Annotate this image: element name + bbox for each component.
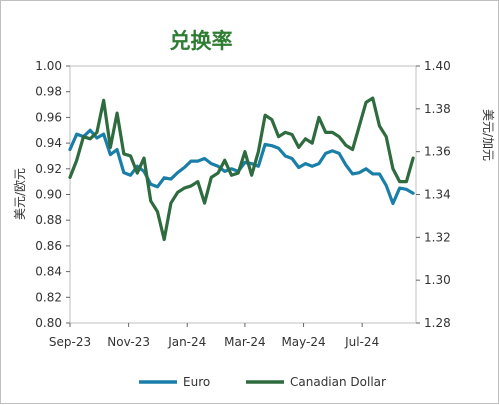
right-tick-label: 1.36 (424, 145, 451, 159)
right-axis-ticks: 1.28 1.30 1.32 1.34 1.36 1.38 1.40 (416, 59, 451, 330)
series-line-canadian-dollar (68, 96, 415, 242)
left-tick-label: 0.88 (35, 213, 62, 227)
x-tick-label: Nov-23 (107, 335, 150, 349)
left-axis-ticks: 0.80 0.82 0.84 0.86 0.88 0.90 0.92 0.94 0.96 0.98… (35, 59, 70, 330)
left-tick-label: 0.80 (35, 316, 62, 330)
x-tick-label: Jul-24 (344, 335, 379, 349)
x-tick-label: May-24 (281, 335, 325, 349)
left-tick-label: 0.84 (35, 265, 62, 279)
left-tick-label: 0.94 (35, 136, 62, 150)
left-axis-label: 美元/欧元 (13, 168, 27, 220)
left-tick-label: 0.90 (35, 188, 62, 202)
right-tick-label: 1.28 (424, 316, 451, 330)
left-tick-label: 0.82 (35, 290, 62, 304)
series-lines (68, 96, 415, 242)
left-tick-label: 0.96 (35, 110, 62, 124)
left-tick-label: 0.86 (35, 239, 62, 253)
x-tick-label: Sep-23 (49, 335, 91, 349)
right-tick-label: 1.32 (424, 230, 451, 244)
x-tick-label: Jan-24 (167, 335, 206, 349)
right-tick-label: 1.40 (424, 59, 451, 73)
legend: Euro Canadian Dollar (139, 375, 386, 389)
right-axis-label: 美元/加元 (481, 109, 495, 161)
left-tick-label: 0.92 (35, 162, 62, 176)
legend-label-canadian-dollar: Canadian Dollar (290, 375, 386, 389)
right-tick-label: 1.30 (424, 273, 451, 287)
x-axis-ticks: Sep-23 Nov-23 Jan-24 Mar-24 May-24 Jul-24 (49, 323, 379, 349)
right-tick-label: 1.34 (424, 188, 451, 202)
chart-title: 兑换率 (170, 29, 233, 53)
legend-label-euro: Euro (183, 375, 210, 389)
x-tick-label: Mar-24 (224, 335, 265, 349)
left-tick-label: 1.00 (35, 59, 62, 73)
left-tick-label: 0.98 (35, 85, 62, 99)
right-tick-label: 1.38 (424, 102, 451, 116)
